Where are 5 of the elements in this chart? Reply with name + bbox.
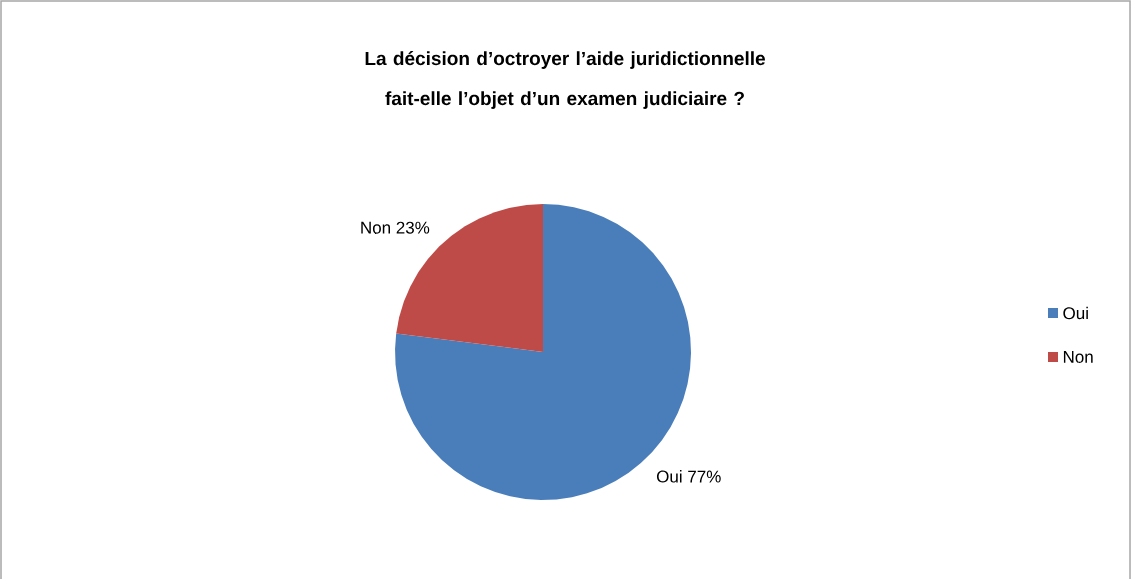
- legend-label: Non: [1063, 351, 1093, 363]
- legend-label: Oui: [1063, 306, 1088, 320]
- data-label: Oui 77%: [656, 470, 721, 483]
- data-label: Non 23%: [361, 221, 430, 234]
- chart-title: La décision d’octroyer l’aide juridictionnelle fait-elle l’objet d’un examen judiciaire ?: [365, 51, 765, 109]
